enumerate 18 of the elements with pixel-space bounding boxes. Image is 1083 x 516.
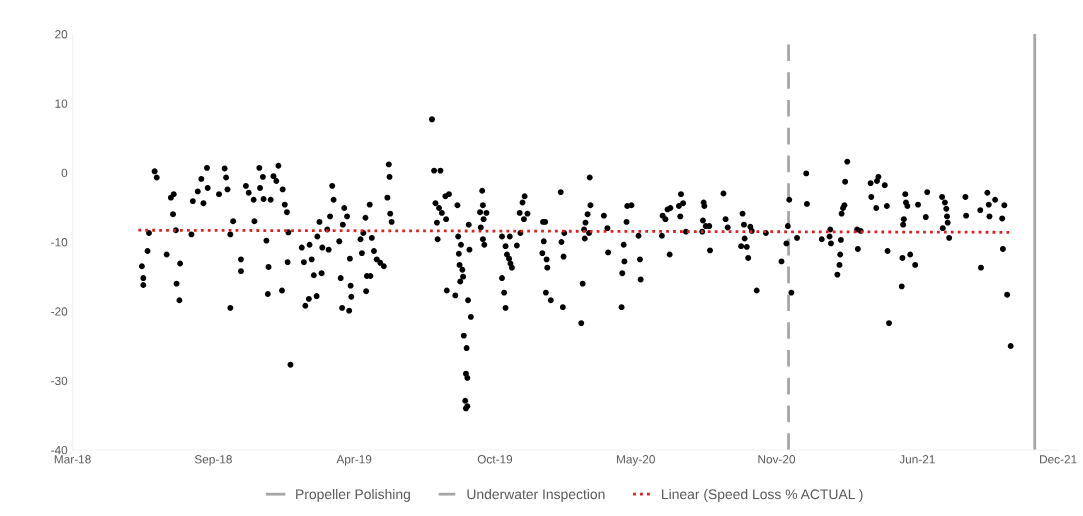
y-tick-label: -40 bbox=[51, 445, 68, 455]
y-tick-label: -30 bbox=[51, 376, 68, 386]
x-tick-label: May-20 bbox=[617, 455, 655, 466]
x-tick-label: Sep-18 bbox=[194, 455, 232, 466]
x-tick-label: Nov-20 bbox=[758, 455, 796, 464]
x-tick-label: Mar-18 bbox=[54, 455, 91, 464]
y-tick-label: 20 bbox=[55, 30, 68, 39]
y-tick-label: -20 bbox=[51, 307, 68, 316]
legend-label: Underwater Inspection bbox=[467, 488, 605, 502]
x-tick-label: Jun-21 bbox=[899, 455, 935, 464]
y-tick-label: 0 bbox=[61, 168, 68, 178]
x-tick-label: Apr-19 bbox=[336, 455, 372, 466]
y-tick-label: -10 bbox=[51, 238, 68, 247]
y-tick-label: 10 bbox=[55, 99, 68, 108]
x-tick-label: Oct-19 bbox=[477, 455, 513, 464]
legend-label: Propeller Polishing bbox=[296, 488, 410, 502]
legend-label: Linear (Speed Loss % ACTUAL ) bbox=[662, 488, 863, 502]
x-tick-label: Dec-21 bbox=[1040, 455, 1077, 464]
